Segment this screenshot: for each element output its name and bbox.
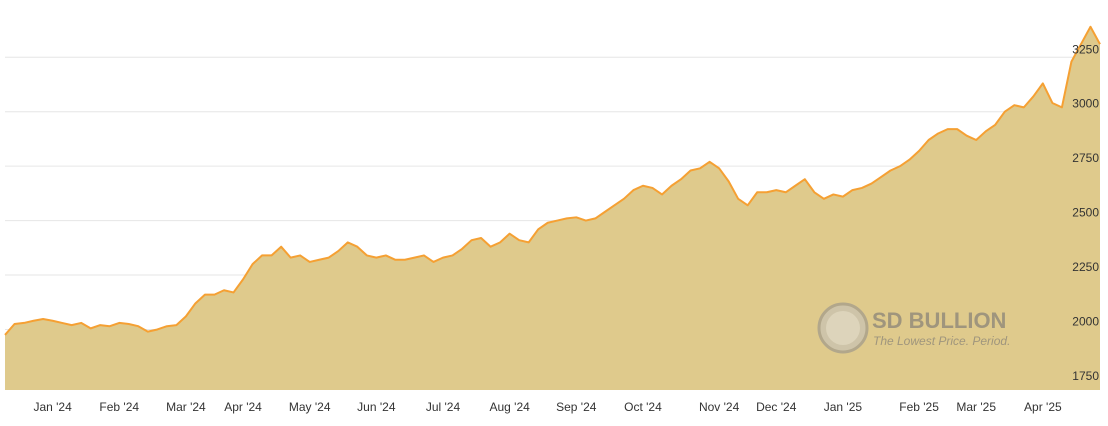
x-tick-label: Oct '24 bbox=[624, 400, 662, 414]
x-tick-label: Aug '24 bbox=[489, 400, 530, 414]
x-tick-label: Apr '24 bbox=[224, 400, 262, 414]
area-fill bbox=[5, 26, 1100, 390]
coin-face bbox=[826, 311, 860, 345]
x-tick-label: Feb '24 bbox=[99, 400, 139, 414]
x-tick-label: Feb '25 bbox=[899, 400, 939, 414]
x-tick-label: May '24 bbox=[289, 400, 331, 414]
y-tick-label: 2500 bbox=[1072, 206, 1099, 220]
watermark: SD BULLION The Lowest Price. Period. bbox=[817, 302, 1010, 354]
y-tick-label: 3000 bbox=[1072, 97, 1099, 111]
x-tick-label: Nov '24 bbox=[699, 400, 740, 414]
y-tick-label: 3250 bbox=[1072, 42, 1099, 56]
watermark-title: SD BULLION bbox=[872, 308, 1006, 333]
x-tick-label: Dec '24 bbox=[756, 400, 797, 414]
x-tick-label: Sep '24 bbox=[556, 400, 597, 414]
x-tick-label: Jun '24 bbox=[357, 400, 396, 414]
y-tick-label: 2000 bbox=[1072, 314, 1099, 328]
x-tick-label: Jan '24 bbox=[33, 400, 72, 414]
x-tick-label: Mar '25 bbox=[956, 400, 996, 414]
y-tick-label: 1750 bbox=[1072, 369, 1099, 383]
x-tick-label: Jul '24 bbox=[426, 400, 461, 414]
x-tick-label: Mar '24 bbox=[166, 400, 206, 414]
y-tick-label: 2250 bbox=[1072, 260, 1099, 274]
y-tick-label: 2750 bbox=[1072, 151, 1099, 165]
watermark-tagline: The Lowest Price. Period. bbox=[873, 334, 1010, 348]
x-tick-label: Apr '25 bbox=[1024, 400, 1062, 414]
area-line bbox=[4, 25, 1101, 336]
x-tick-label: Jan '25 bbox=[824, 400, 863, 414]
